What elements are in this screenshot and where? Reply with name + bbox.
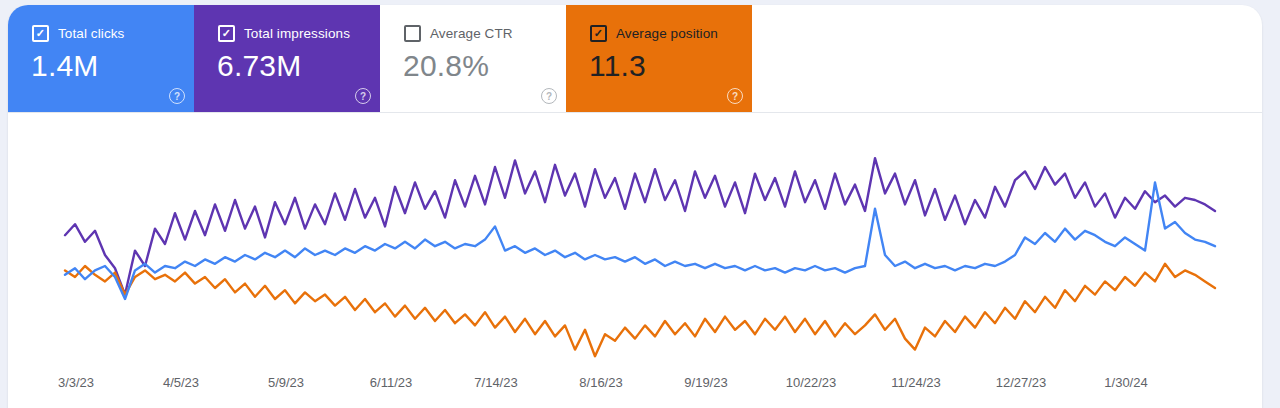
total-clicks-checkbox[interactable]: ✓ <box>32 25 49 42</box>
x-tick-label: 5/9/23 <box>268 375 304 390</box>
performance-chart[interactable]: 3/3/23 4/5/23 5/9/23 6/11/23 7/14/23 8/16/23 9… <box>8 112 1262 408</box>
metric-tile-label: Total clicks <box>58 26 124 41</box>
x-tick-label: 1/30/24 <box>1104 375 1147 390</box>
total-clicks-value: 1.4M <box>31 49 99 83</box>
average-position-value: 11.3 <box>589 49 646 83</box>
metric-tile-total-clicks[interactable]: ✓ Total clicks 1.4M ? <box>8 5 194 112</box>
metric-tile-label: Average position <box>616 26 718 41</box>
x-tick-label: 3/3/23 <box>58 375 94 390</box>
metric-tile-label: Total impressions <box>244 26 350 41</box>
help-icon[interactable]: ? <box>727 88 743 104</box>
help-icon[interactable]: ? <box>541 88 557 104</box>
line-chart-canvas <box>8 112 1262 408</box>
metric-tile-total-impressions[interactable]: ✓ Total impressions 6.73M ? <box>194 5 380 112</box>
average-ctr-value: 20.8% <box>403 49 489 83</box>
help-icon[interactable]: ? <box>169 88 185 104</box>
total-impressions-line <box>65 158 1215 294</box>
total-clicks-line <box>65 182 1215 299</box>
x-tick-label: 10/22/23 <box>786 375 837 390</box>
metric-tile-row: ✓ Total clicks 1.4M ? ✓ Total impression… <box>8 5 1262 113</box>
x-tick-label: 8/16/23 <box>579 375 622 390</box>
metric-tile-label: Average CTR <box>430 26 513 41</box>
x-tick-label: 9/19/23 <box>684 375 727 390</box>
average-position-checkbox[interactable]: ✓ <box>590 25 607 42</box>
metric-tile-header: ✓ Average position <box>590 25 718 42</box>
total-impressions-value: 6.73M <box>217 49 301 83</box>
average-position-line <box>65 264 1215 356</box>
total-impressions-checkbox[interactable]: ✓ <box>218 25 235 42</box>
x-tick-label: 12/27/23 <box>996 375 1047 390</box>
help-icon[interactable]: ? <box>355 88 371 104</box>
x-tick-label: 4/5/23 <box>163 375 199 390</box>
x-axis-date-labels: 3/3/23 4/5/23 5/9/23 6/11/23 7/14/23 8/16/23 9… <box>8 375 1262 395</box>
average-ctr-checkbox[interactable] <box>404 25 421 42</box>
performance-card: ✓ Total clicks 1.4M ? ✓ Total impression… <box>8 5 1262 408</box>
x-tick-label: 6/11/23 <box>370 375 412 390</box>
metric-tile-average-ctr[interactable]: Average CTR 20.8% ? <box>380 5 566 112</box>
metric-tile-header: ✓ Total impressions <box>218 25 350 42</box>
metric-tile-header: Average CTR <box>404 25 513 42</box>
metric-tile-header: ✓ Total clicks <box>32 25 124 42</box>
metric-tile-average-position[interactable]: ✓ Average position 11.3 ? <box>566 5 752 112</box>
x-tick-label: 11/24/23 <box>891 375 941 390</box>
x-tick-label: 7/14/23 <box>474 375 517 390</box>
